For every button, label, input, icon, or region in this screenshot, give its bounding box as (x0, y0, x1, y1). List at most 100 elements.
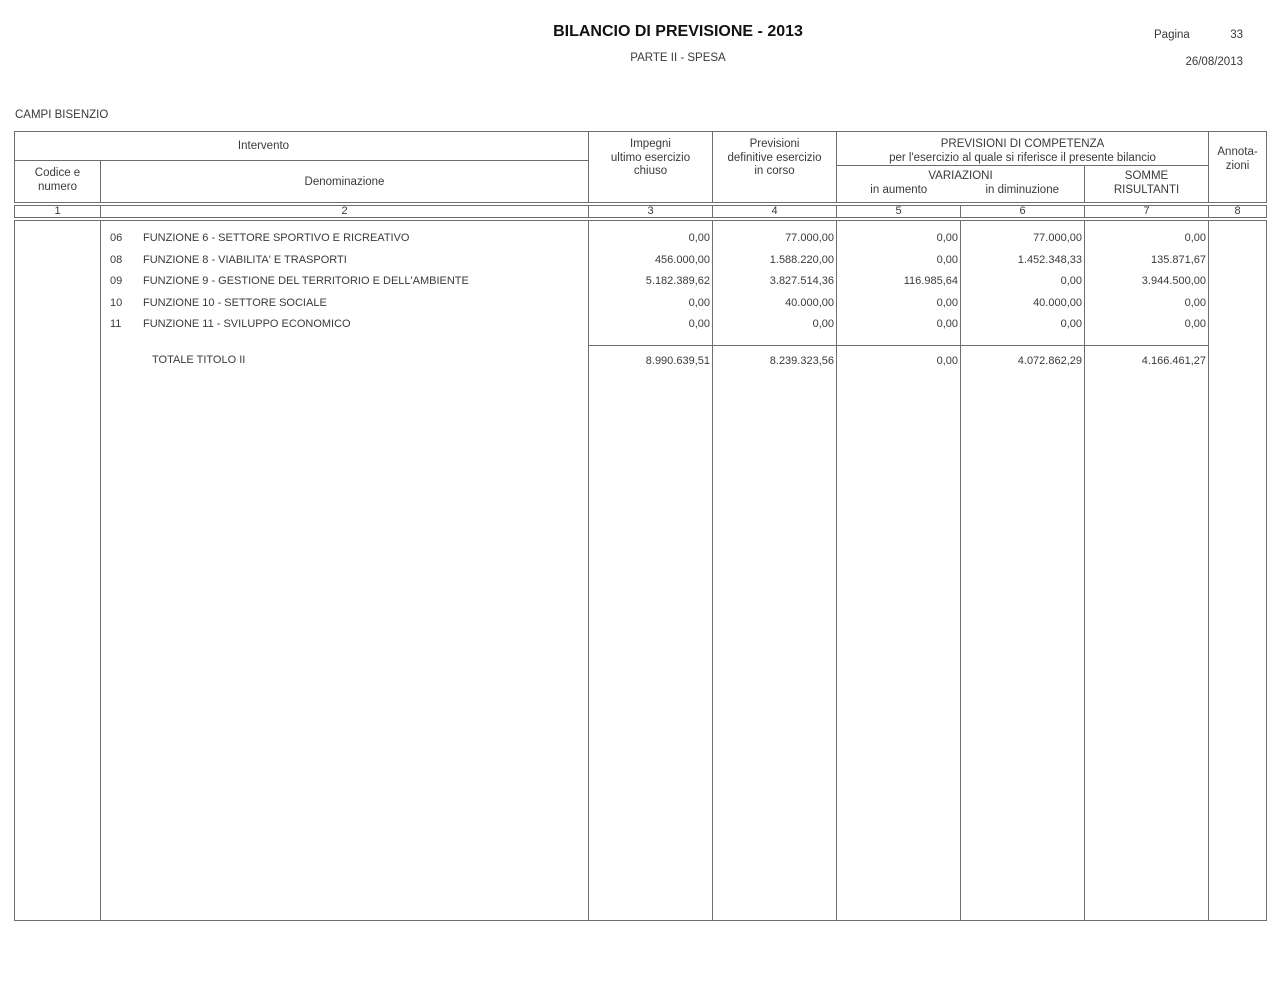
cell-diminuzione: 40.000,00 (960, 292, 1085, 314)
spacer-row (14, 335, 1267, 345)
cell-impegni: 5.182.389,62 (588, 270, 713, 292)
header-row-1: Intervento Impegni ultimo esercizio chiu… (14, 131, 1267, 204)
column-number-8: 8 (1208, 201, 1267, 221)
function-code: 09 (110, 275, 123, 288)
cell-denominazione: 10 FUNZIONE 10 - SETTORE SOCIALE (100, 292, 589, 314)
page-indicator: Pagina 33 (1154, 29, 1243, 41)
table-header: Intervento Impegni ultimo esercizio chiu… (14, 131, 1267, 221)
column-number-3: 3 (588, 201, 713, 221)
column-number-7: 7 (1084, 201, 1210, 221)
cell-codice (14, 292, 101, 314)
cell-previsioni: 40.000,00 (712, 292, 837, 314)
cell-aumento: 0,00 (836, 227, 961, 249)
totals-label-cell: TOTALE TITOLO II (100, 345, 589, 383)
cell-annotazioni (1209, 292, 1267, 314)
header-previsioni-competenza: PREVISIONI DI COMPETENZA per l'esercizio… (836, 131, 1210, 166)
column-number-row: 1 2 3 4 5 6 7 8 (14, 201, 1267, 221)
cell-diminuzione: 1.452.348,33 (960, 249, 1085, 271)
cell-annotazioni (1209, 345, 1267, 383)
column-number-2: 2 (100, 201, 589, 221)
cell-codice (14, 270, 101, 292)
column-number-4: 4 (712, 201, 837, 221)
cell-previsioni: 77.000,00 (712, 227, 837, 249)
column-number-1: 1 (14, 201, 101, 221)
cell-annotazioni (1209, 314, 1267, 336)
function-code: 06 (110, 232, 123, 245)
totals-previsioni: 8.239.323,56 (712, 344, 837, 383)
cell-previsioni: 1.588.220,00 (712, 249, 837, 271)
totals-somme: 4.166.461,27 (1084, 344, 1210, 383)
municipality-name: CAMPI BISENZIO (15, 109, 109, 121)
cell-previsioni: 0,00 (712, 313, 837, 335)
table-body: 06 FUNZIONE 6 - SETTORE SPORTIVO E RICREA… (14, 218, 1267, 920)
cell-impegni: 0,00 (588, 313, 713, 335)
cell-impegni: 0,00 (588, 292, 713, 314)
totals-label: TOTALE TITOLO II (152, 354, 246, 366)
spacer-row (14, 218, 1267, 228)
header-previsioni-definitive: Previsioni definitive esercizio in corso (712, 131, 837, 204)
cell-somme: 135.871,67 (1084, 249, 1210, 271)
cell-diminuzione: 0,00 (960, 313, 1085, 335)
cell-previsioni: 3.827.514,36 (712, 270, 837, 292)
cell-annotazioni (1209, 249, 1267, 271)
header-in-aumento: in aumento (870, 183, 928, 196)
function-code: 10 (110, 296, 123, 309)
header-impegni: Impegni ultimo esercizio chiuso (588, 131, 713, 204)
cell-impegni: 0,00 (588, 227, 713, 249)
function-row: 11 FUNZIONE 11 - SVILUPPO ECONOMICO 0,00 … (14, 313, 1267, 336)
totals-aumento: 0,00 (836, 344, 961, 383)
column-number-5: 5 (836, 201, 961, 221)
cell-diminuzione: 0,00 (960, 270, 1085, 292)
cell-codice (14, 313, 101, 335)
document-title: BILANCIO DI PREVISIONE - 2013 (553, 23, 803, 40)
function-name: FUNZIONE 8 - VIABILITA' E TRASPORTI (143, 253, 347, 266)
cell-aumento: 116.985,64 (836, 270, 961, 292)
cell-annotazioni (1209, 228, 1267, 250)
cell-annotazioni (1209, 271, 1267, 293)
cell-somme: 3.944.500,00 (1084, 270, 1210, 292)
function-code: 11 (110, 318, 122, 331)
function-name: FUNZIONE 10 - SETTORE SOCIALE (143, 296, 327, 309)
budget-table: Intervento Impegni ultimo esercizio chiu… (14, 131, 1268, 921)
function-name: FUNZIONE 9 - GESTIONE DEL TERRITORIO E D… (143, 275, 469, 288)
header-somme-risultanti: SOMME RISULTANTI (1084, 165, 1210, 204)
cell-somme: 0,00 (1084, 292, 1210, 314)
cell-denominazione: 06 FUNZIONE 6 - SETTORE SPORTIVO E RICREA… (100, 227, 589, 249)
header-annotazioni: Annota- zioni (1217, 146, 1258, 172)
filler-row (14, 383, 1267, 920)
column-number-6: 6 (960, 201, 1085, 221)
cell-denominazione: 08 FUNZIONE 8 - VIABILITA' E TRASPORTI (100, 249, 589, 271)
function-row: 10 FUNZIONE 10 - SETTORE SOCIALE 0,00 40.… (14, 292, 1267, 314)
totals-row: TOTALE TITOLO II 8.990.639,51 8.239.323,… (14, 344, 1267, 383)
function-row: 06 FUNZIONE 6 - SETTORE SPORTIVO E RICREA… (14, 227, 1267, 250)
function-code: 08 (110, 253, 123, 266)
header-denominazione: Denominazione (100, 160, 589, 204)
cell-somme: 0,00 (1084, 227, 1210, 249)
header-row-3: VARIAZIONI in aumento in diminuzione SOM… (15, 165, 1267, 204)
function-name: FUNZIONE 11 - SVILUPPO ECONOMICO (143, 318, 351, 331)
cell-aumento: 0,00 (836, 313, 961, 335)
function-row: 08 FUNZIONE 8 - VIABILITA' E TRASPORTI 45… (14, 249, 1267, 271)
cell-aumento: 0,00 (836, 292, 961, 314)
header-intervento: Intervento (14, 131, 589, 161)
function-row: 09 FUNZIONE 9 - GESTIONE DEL TERRITORIO E… (14, 270, 1267, 293)
header-variazioni: VARIAZIONI in aumento in diminuzione (836, 165, 1085, 204)
totals-impegni: 8.990.639,51 (588, 344, 713, 383)
page-number: 33 (1230, 29, 1243, 41)
cell-denominazione: 09 FUNZIONE 9 - GESTIONE DEL TERRITORIO E… (100, 270, 589, 292)
function-name: FUNZIONE 6 - SETTORE SPORTIVO E RICREATI… (143, 232, 410, 245)
header-row-2: Codice e numero Denominazione (14, 160, 1267, 204)
page-label: Pagina (1154, 29, 1190, 41)
cell-aumento: 0,00 (836, 249, 961, 271)
document-date: 26/08/2013 (1185, 56, 1243, 68)
cell-denominazione: 11 FUNZIONE 11 - SVILUPPO ECONOMICO (100, 313, 589, 335)
header-in-diminuzione: in diminuzione (985, 183, 1059, 196)
cell-somme: 0,00 (1084, 313, 1210, 335)
document-subtitle: PARTE II - SPESA (630, 52, 726, 64)
cell-diminuzione: 77.000,00 (960, 227, 1085, 249)
cell-codice (14, 345, 101, 383)
cell-codice (14, 249, 101, 271)
cell-codice (14, 227, 101, 249)
header-codice-numero: Codice e numero (14, 160, 101, 204)
cell-impegni: 456.000,00 (588, 249, 713, 271)
